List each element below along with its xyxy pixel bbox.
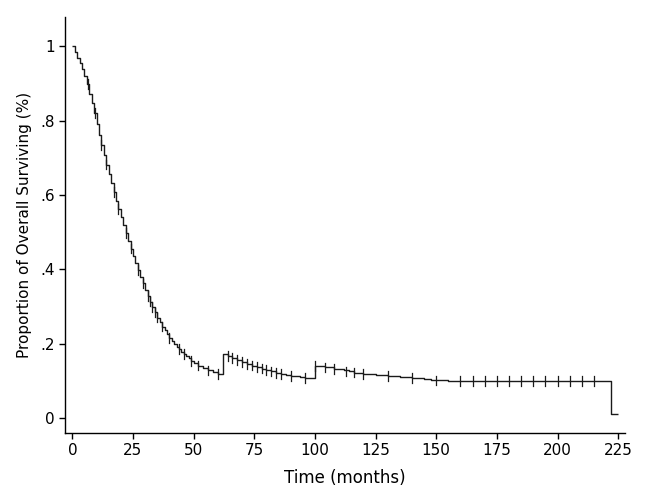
- X-axis label: Time (months): Time (months): [285, 469, 406, 487]
- Y-axis label: Proportion of Overall Surviving (%): Proportion of Overall Surviving (%): [17, 92, 32, 358]
